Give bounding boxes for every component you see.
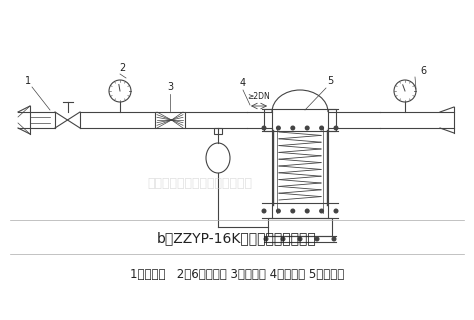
Circle shape — [281, 237, 285, 241]
Circle shape — [315, 237, 319, 241]
Circle shape — [264, 237, 268, 241]
Text: 4: 4 — [240, 78, 246, 88]
Ellipse shape — [206, 143, 230, 173]
Circle shape — [291, 126, 295, 130]
Circle shape — [332, 237, 336, 241]
Circle shape — [277, 126, 280, 130]
Circle shape — [262, 209, 266, 213]
Text: ≥2DN: ≥2DN — [247, 92, 270, 101]
Text: 5: 5 — [327, 76, 333, 86]
Circle shape — [334, 126, 338, 130]
Bar — [264, 109, 272, 131]
Circle shape — [277, 209, 280, 213]
Text: 2: 2 — [119, 63, 125, 73]
Circle shape — [305, 209, 309, 213]
Text: 3: 3 — [167, 82, 173, 92]
Text: b、ZZYP-16K型自力式压力调节阀: b、ZZYP-16K型自力式压力调节阀 — [157, 231, 317, 245]
Bar — [214, 128, 222, 134]
Circle shape — [262, 126, 266, 130]
Bar — [268, 218, 332, 236]
Text: 杭州良工阀门有限公司（浙江）: 杭州良工阀门有限公司（浙江） — [147, 177, 253, 189]
Circle shape — [298, 237, 302, 241]
Circle shape — [320, 209, 323, 213]
Circle shape — [320, 126, 323, 130]
Text: 1、截止阀   2、6、压力表 3、过滤器 4、冷凝器 5、调压阀: 1、截止阀 2、6、压力表 3、过滤器 4、冷凝器 5、调压阀 — [130, 268, 344, 282]
Text: 1: 1 — [25, 76, 31, 86]
Circle shape — [291, 209, 295, 213]
Circle shape — [334, 209, 338, 213]
Bar — [155, 112, 185, 128]
Text: 6: 6 — [420, 66, 426, 76]
Bar — [328, 109, 336, 131]
Circle shape — [305, 126, 309, 130]
